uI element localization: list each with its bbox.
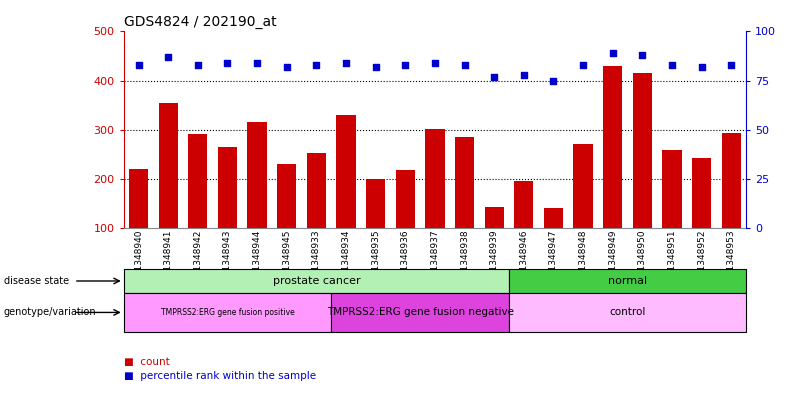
Point: [221, 60, 234, 66]
Bar: [721, 133, 741, 228]
Bar: [218, 147, 237, 228]
Text: TMPRSS2:ERG gene fusion positive: TMPRSS2:ERG gene fusion positive: [160, 308, 294, 317]
Point: [725, 62, 737, 68]
Text: TMPRSS2:ERG gene fusion negative: TMPRSS2:ERG gene fusion negative: [326, 307, 514, 318]
Point: [695, 64, 708, 70]
Bar: [509, 269, 746, 293]
Point: [399, 62, 412, 68]
Point: [666, 62, 678, 68]
Point: [547, 77, 560, 84]
Point: [251, 60, 263, 66]
Point: [517, 72, 530, 78]
Bar: [124, 269, 509, 293]
Bar: [128, 169, 148, 228]
Text: ■  count: ■ count: [124, 358, 169, 367]
Bar: [366, 179, 385, 228]
Bar: [425, 129, 444, 228]
Text: normal: normal: [608, 276, 647, 286]
Point: [369, 64, 382, 70]
Bar: [603, 66, 622, 228]
Point: [340, 60, 353, 66]
Bar: [692, 158, 711, 228]
Bar: [574, 144, 593, 228]
Point: [192, 62, 204, 68]
Bar: [544, 208, 563, 228]
Text: GDS4824 / 202190_at: GDS4824 / 202190_at: [124, 15, 276, 29]
Bar: [633, 73, 652, 228]
Bar: [124, 293, 331, 332]
Bar: [277, 164, 296, 228]
Bar: [188, 134, 207, 228]
Bar: [336, 115, 356, 228]
Bar: [247, 122, 267, 228]
Text: disease state: disease state: [4, 276, 69, 286]
Point: [606, 50, 619, 56]
Text: prostate cancer: prostate cancer: [273, 276, 360, 286]
Bar: [331, 293, 509, 332]
Bar: [159, 103, 178, 228]
Text: ■  percentile rank within the sample: ■ percentile rank within the sample: [124, 371, 316, 381]
Point: [458, 62, 471, 68]
Point: [488, 73, 500, 80]
Point: [280, 64, 293, 70]
Text: control: control: [610, 307, 646, 318]
Point: [132, 62, 145, 68]
Bar: [509, 293, 746, 332]
Bar: [514, 181, 533, 228]
Text: genotype/variation: genotype/variation: [4, 307, 97, 318]
Point: [310, 62, 322, 68]
Bar: [662, 150, 681, 228]
Bar: [306, 153, 326, 228]
Bar: [396, 170, 415, 228]
Point: [162, 54, 175, 60]
Bar: [455, 137, 474, 228]
Point: [636, 52, 649, 58]
Bar: [484, 208, 504, 228]
Point: [429, 60, 441, 66]
Point: [577, 62, 590, 68]
